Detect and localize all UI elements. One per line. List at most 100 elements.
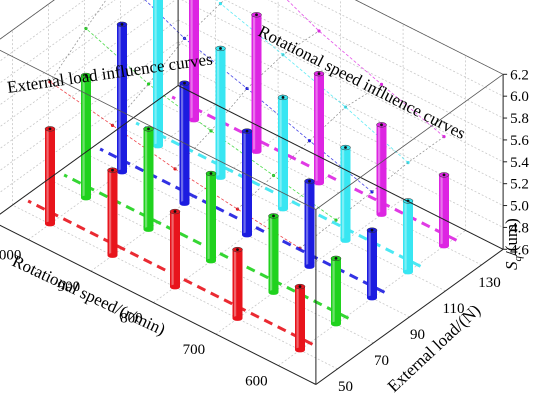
x-tick-label: 700: [183, 342, 206, 358]
bar-highlight: [315, 73, 318, 183]
bar-bottom: [170, 284, 180, 290]
bar-body: [331, 258, 341, 324]
bar-top-marker: [236, 248, 239, 251]
z-tick-label: 4.6: [510, 242, 529, 258]
y-tick-label: 70: [374, 353, 389, 369]
bar: [376, 122, 387, 217]
bar-highlight: [378, 124, 381, 215]
bar-highlight: [342, 147, 345, 241]
z-axis-label-rest: /(um): [502, 218, 521, 256]
bar-body: [242, 131, 252, 235]
bar-highlight: [270, 215, 273, 293]
bar-bottom: [304, 264, 315, 269]
bar: [189, 0, 199, 123]
bar-highlight: [306, 181, 309, 267]
bar-bottom: [340, 238, 351, 243]
bar-body: [304, 181, 315, 267]
z-tick-label: 5.8: [510, 111, 529, 127]
bar-body: [45, 128, 55, 224]
bar-top-marker: [380, 123, 383, 127]
frame-edge-top: [0, 49, 317, 210]
frame-edge: [177, 85, 504, 250]
z-tick-label: 4.8: [510, 220, 529, 236]
y-tick-label: 110: [443, 301, 465, 317]
z-tick-label: 6.0: [510, 89, 529, 105]
bar: [116, 21, 128, 175]
bar-bottom: [314, 180, 324, 186]
z-axis-label: Sq/(um): [502, 218, 524, 270]
bar: [153, 0, 163, 149]
z-tick-label: 5.0: [510, 199, 529, 215]
bar-top-marker: [48, 127, 52, 131]
bar-bottom: [215, 175, 226, 180]
bar-body: [81, 75, 91, 198]
bar-bottom: [268, 290, 279, 295]
bar-bottom: [278, 206, 288, 212]
bar-top-marker: [255, 13, 258, 17]
z-axis-label-sub: q: [512, 256, 524, 262]
load-influence-curve: [299, 136, 445, 249]
bar-top-marker: [334, 256, 338, 260]
z-axis-label-main: S: [502, 261, 521, 270]
bar-bottom: [45, 221, 55, 227]
bar-top-marker: [111, 168, 114, 172]
x-tick-label: 800: [120, 311, 143, 327]
y-axis-label: External load/(N): [384, 301, 484, 396]
bar-top-marker: [272, 214, 275, 218]
z-tick-label: 5.2: [510, 177, 529, 193]
bar-body: [340, 147, 351, 241]
bar-bottom: [295, 347, 305, 353]
bar-bottom: [242, 232, 252, 238]
bar-bottom: [251, 149, 262, 154]
bar-highlight: [82, 75, 85, 198]
bar-highlight: [207, 173, 210, 261]
bar-bottom: [367, 295, 377, 301]
bar-top-marker: [183, 81, 186, 85]
load-influence-curve: [112, 0, 225, 126]
gridline: [267, 0, 504, 119]
bar-highlight: [181, 83, 184, 204]
bar-bottom: [189, 117, 199, 123]
bar-highlight: [171, 211, 174, 287]
y-tick-label: 50: [338, 379, 353, 395]
bar-highlight: [217, 48, 220, 178]
bar-top-marker: [344, 146, 347, 149]
frame-edge-top: [0, 0, 55, 40]
frame-edge: [0, 224, 317, 385]
bar-bottom: [331, 321, 341, 327]
bar-body: [376, 124, 387, 215]
z-tick-label: 5.6: [510, 133, 529, 149]
trend-dash-line: [27, 199, 314, 346]
bar-body: [251, 14, 262, 152]
bar-bottom: [81, 195, 91, 201]
bar-top-marker: [308, 179, 311, 183]
bar-highlight: [154, 0, 157, 146]
bar-top-marker: [298, 285, 302, 288]
bar-highlight: [243, 131, 246, 235]
y-tick-label: 130: [478, 275, 501, 291]
bar: [143, 126, 154, 232]
bar-highlight: [109, 170, 112, 256]
bar-body: [278, 97, 288, 209]
bar-body: [439, 174, 449, 246]
bar-bottom: [153, 143, 163, 149]
bar-highlight: [440, 174, 443, 246]
bar-top-marker: [317, 72, 321, 76]
bar: [107, 167, 118, 258]
bar-body: [314, 73, 324, 183]
bar-bottom: [117, 169, 127, 175]
bar: [232, 246, 243, 321]
bar-bottom: [232, 316, 243, 321]
bar-body: [143, 128, 154, 230]
bar: [402, 198, 414, 275]
bar: [205, 170, 217, 264]
bar-body: [206, 173, 216, 261]
bar: [277, 94, 289, 212]
bar-highlight: [234, 249, 237, 319]
bar-top-marker: [442, 173, 446, 177]
frame-edge: [315, 248, 504, 385]
speed-influence-curve: [85, 28, 337, 221]
bar-highlight: [279, 97, 282, 209]
bar: [340, 144, 351, 243]
x-tick-label: 1000: [0, 248, 21, 264]
